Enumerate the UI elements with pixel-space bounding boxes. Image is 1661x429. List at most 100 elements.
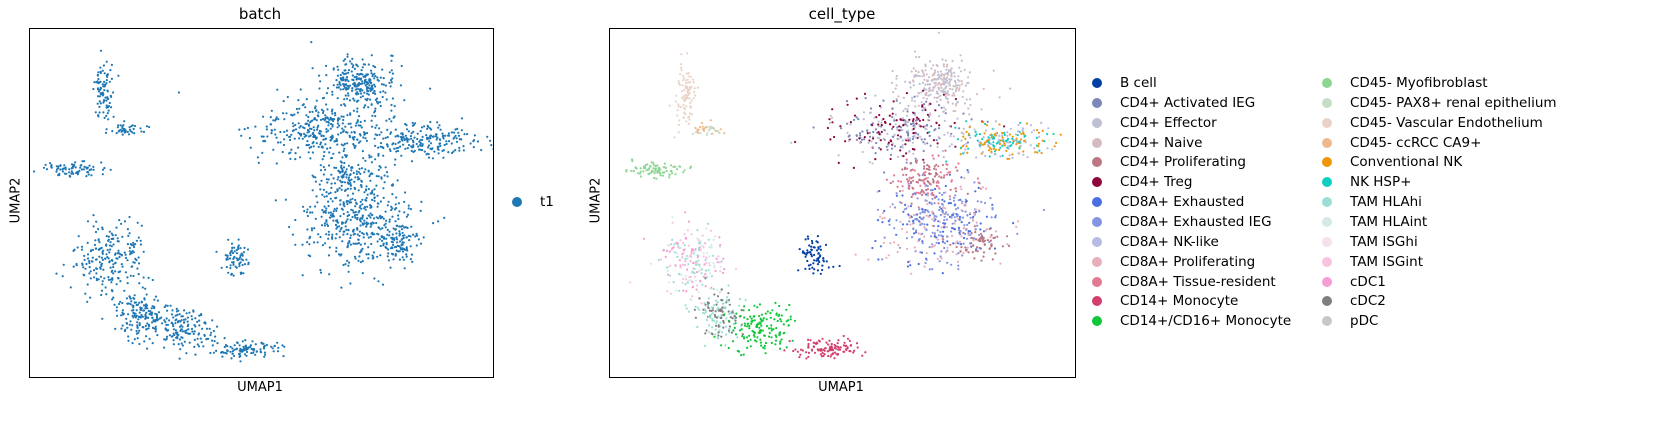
cell-type-point [1008, 157, 1011, 160]
cell-type-point [676, 109, 679, 112]
batch-point [262, 135, 265, 138]
batch-point [372, 91, 375, 95]
batch-point [321, 146, 324, 149]
cell-type-point [998, 148, 1001, 151]
cell-type-point [920, 91, 923, 94]
cell-type-point [720, 344, 723, 347]
cell-type-point [947, 101, 950, 104]
batch-point [137, 236, 140, 239]
batch-point [121, 133, 124, 136]
batch-point [166, 309, 169, 312]
batch-point [142, 276, 145, 279]
batch-point [443, 143, 446, 147]
batch-point [396, 241, 399, 244]
cell-type-point [702, 252, 705, 255]
cell-type-point [751, 330, 754, 333]
batch-point [107, 278, 110, 281]
batch-point [276, 88, 279, 91]
cell-type-point [860, 138, 864, 141]
batch-point [379, 145, 382, 148]
cell-type-point [1046, 147, 1049, 150]
cell-type-point [925, 73, 928, 76]
batch-point [374, 115, 377, 118]
batch-point [353, 214, 356, 217]
cell-type-point [694, 248, 697, 251]
cell-type-point [940, 226, 943, 229]
cell-type-point [684, 79, 687, 82]
cell-type-legend-label: CD8A+ Exhausted IEG [1120, 213, 1272, 230]
batch-point [410, 160, 414, 163]
batch-point [331, 233, 334, 236]
batch-point [166, 329, 169, 332]
cell-type-point [813, 268, 816, 271]
cell-type-point [852, 166, 855, 169]
batch-point [382, 217, 385, 220]
batch-point [367, 236, 370, 239]
cell-type-point [918, 208, 921, 211]
legend-marker-icon [1322, 117, 1332, 128]
batch-point [367, 82, 370, 85]
batch-point [342, 201, 345, 204]
cell-type-point [1009, 87, 1012, 90]
cell-type-point [964, 148, 967, 151]
cell-type-point [937, 86, 940, 89]
cell-type-point [989, 239, 992, 242]
cell-type-point [1029, 124, 1033, 127]
cell-type-point [950, 216, 953, 219]
cell-type-point [906, 178, 909, 181]
batch-point [236, 259, 239, 262]
batch-point [116, 257, 119, 260]
legend-marker-icon [1092, 236, 1102, 247]
cell-type-point [711, 326, 714, 329]
cell-type-point [960, 146, 963, 149]
batch-point [398, 230, 401, 233]
cell-type-point [937, 165, 940, 168]
batch-point [315, 119, 318, 122]
batch-point [50, 166, 53, 169]
cell-type-point [946, 71, 949, 74]
batch-point [126, 243, 129, 246]
cell-type-point [962, 231, 965, 234]
batch-point [299, 134, 302, 137]
cell-type-point [738, 304, 741, 307]
cell-type-point [1015, 225, 1018, 228]
cell-type-point [679, 105, 682, 108]
cell-type-point [865, 129, 869, 132]
batch-point [196, 343, 199, 346]
batch-point [114, 327, 117, 330]
batch-point [86, 253, 90, 256]
batch-point [221, 355, 224, 358]
cell-type-point [977, 186, 980, 189]
cell-type-point [815, 259, 818, 262]
batch-cluster [177, 67, 426, 165]
batch-point [265, 343, 268, 347]
batch-point [421, 135, 424, 138]
cell-type-legend-item: TAM ISGint [1322, 252, 1423, 272]
cell-type-point [910, 202, 913, 205]
batch-point [358, 206, 361, 209]
batch-point [366, 205, 369, 208]
cell-type-point [837, 339, 840, 342]
cell-type-point [757, 331, 760, 334]
batch-point [180, 319, 183, 322]
cell-type-point [962, 135, 965, 138]
cell-type-point [727, 300, 730, 303]
cell-type-point [946, 90, 949, 93]
cell-type-point [941, 210, 944, 213]
batch-point [245, 354, 248, 357]
batch-point [320, 215, 323, 218]
batch-point [349, 243, 352, 246]
cell-type-point [911, 141, 914, 144]
cell-type-point [985, 124, 989, 127]
cell-type-point [831, 349, 835, 352]
cell-type-point [718, 291, 721, 294]
batch-point [128, 126, 131, 129]
batch-point [318, 183, 321, 186]
batch-point [125, 297, 128, 300]
cell-type-point [1011, 135, 1014, 138]
batch-point [172, 325, 175, 328]
cell-type-point [925, 193, 928, 196]
cell-type-point [748, 334, 751, 337]
cell-type-point [708, 264, 711, 267]
cell-type-point [963, 177, 966, 180]
